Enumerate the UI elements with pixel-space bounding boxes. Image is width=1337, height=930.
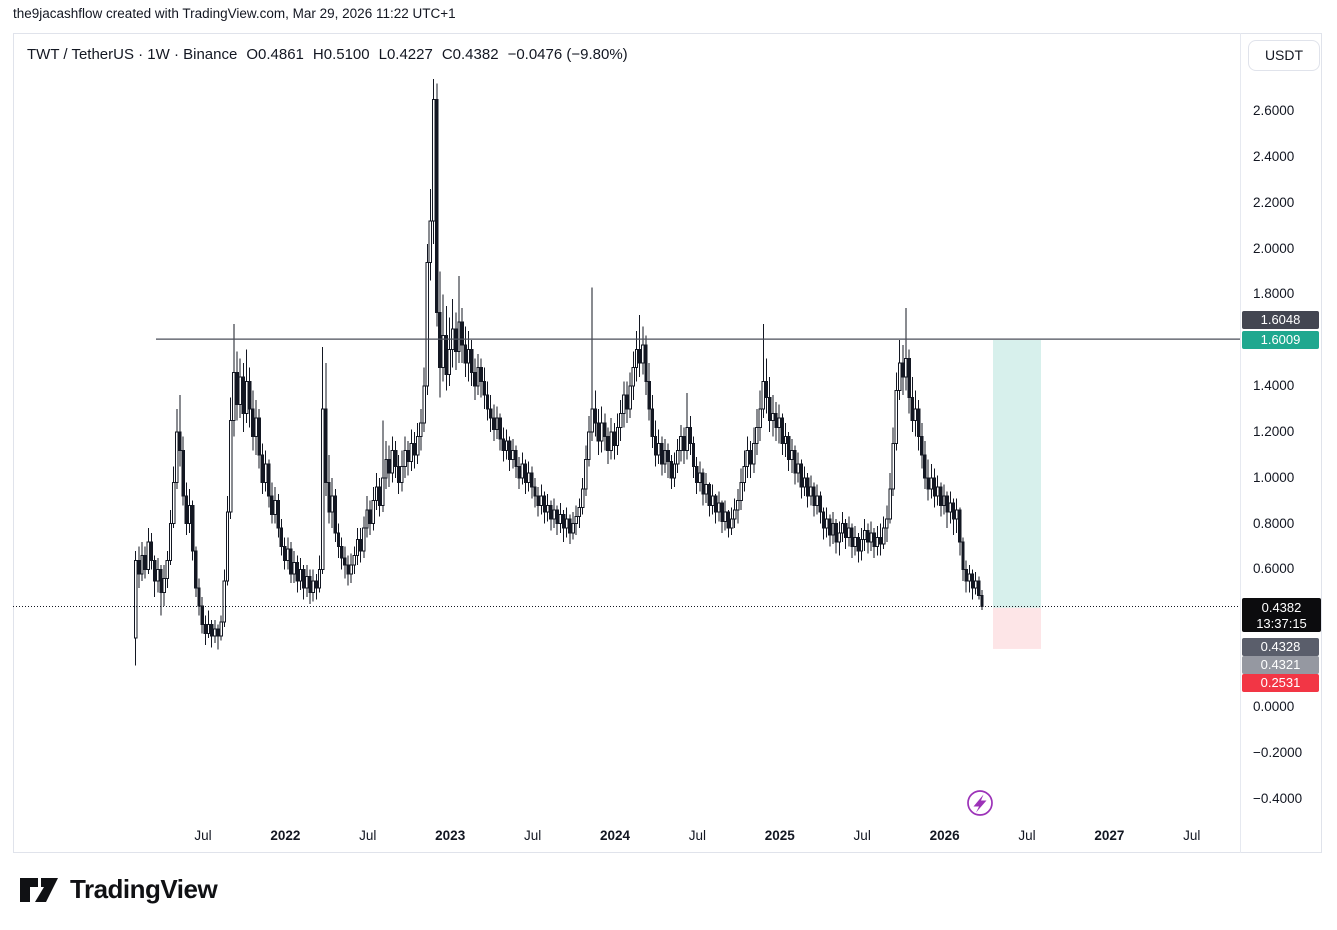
time-label-month: Jul <box>523 828 542 843</box>
time-label-year: 2023 <box>435 828 466 843</box>
tradingview-logo-icon <box>20 877 58 902</box>
time-label-year: 2025 <box>764 828 795 843</box>
time-label-month: Jul <box>359 828 377 843</box>
symbol-title[interactable]: TWT / TetherUS · 1W · Binance <box>27 46 238 63</box>
last-price-value: 0.4382 <box>1261 599 1302 615</box>
ohlc-open: O0.4861 <box>246 46 304 63</box>
time-label-month: Jul <box>688 828 707 843</box>
entry-alt-price-badge[interactable]: 0.4321 <box>1242 655 1319 674</box>
ohlc-high: H0.5100 <box>312 46 370 63</box>
time-label-year: 2022 <box>270 828 301 843</box>
time-axis[interactable]: Jul 2022 Jul 2023 Jul 2024 Jul 2025 Jul 2026 Jul 20… <box>13 822 1322 853</box>
tradingview-logo[interactable]: TradingView <box>18 874 218 905</box>
last-price-badge: 0.4382 13:37:15 <box>1242 597 1321 632</box>
price-tick-label: 1.2000 <box>1253 423 1295 439</box>
attribution-text: the9jacashflow created with TradingView.… <box>13 6 456 21</box>
price-tick-label: 2.0000 <box>1253 240 1295 256</box>
lightning-marker-icon[interactable] <box>967 790 993 816</box>
change-value: −0.0476 (−9.80%) <box>507 46 628 63</box>
time-label-month: Jul <box>1018 828 1036 843</box>
time-label-month: Jul <box>194 828 212 843</box>
chart-pane-border <box>13 33 1322 853</box>
time-label-year: 2024 <box>599 828 631 843</box>
chart-canvas[interactable] <box>0 0 1337 856</box>
price-tick-label: 0.6000 <box>1253 561 1295 577</box>
chart-legend: TWT / TetherUS · 1W · Binance O0.4861 H0.5… <box>27 46 637 63</box>
stop-price-badge[interactable]: 0.2531 <box>1242 673 1319 692</box>
price-axis-divider <box>1240 33 1241 853</box>
time-label-month: Jul <box>853 828 871 843</box>
ohlc-close: C0.4382 <box>441 46 499 63</box>
long-position-stop-box[interactable] <box>993 607 1041 649</box>
entry-price-badge[interactable]: 0.4328 <box>1242 637 1319 656</box>
price-tick-label: −0.4000 <box>1253 790 1303 806</box>
candlestick-series <box>133 78 984 666</box>
ohlc-low: L0.4227 <box>378 46 433 63</box>
horizontal-line-price-badge[interactable]: 1.6048 <box>1242 311 1319 330</box>
target-price-badge[interactable]: 1.6009 <box>1242 331 1319 350</box>
price-tick-label: −0.2000 <box>1253 744 1303 760</box>
price-tick-label: 0.8000 <box>1253 515 1295 531</box>
price-tick-label: 1.8000 <box>1253 286 1295 302</box>
price-tick-label: 2.4000 <box>1253 148 1295 164</box>
time-label-year: 2027 <box>1094 828 1125 843</box>
time-label-month: Jul <box>1183 828 1201 843</box>
price-tick-label: 0.0000 <box>1253 699 1295 714</box>
time-label-year: 2026 <box>929 828 960 843</box>
bar-countdown: 13:37:15 <box>1256 615 1307 631</box>
tradingview-logo-text: TradingView <box>70 874 218 904</box>
price-tick-label: 2.6000 <box>1253 103 1295 118</box>
price-tick-label: 1.4000 <box>1253 378 1295 394</box>
price-tick-label: 1.0000 <box>1253 469 1295 485</box>
price-tick-label: 2.2000 <box>1253 194 1295 210</box>
long-position-profit-box[interactable] <box>993 340 1041 608</box>
currency-toggle-button[interactable]: USDT <box>1248 40 1320 71</box>
